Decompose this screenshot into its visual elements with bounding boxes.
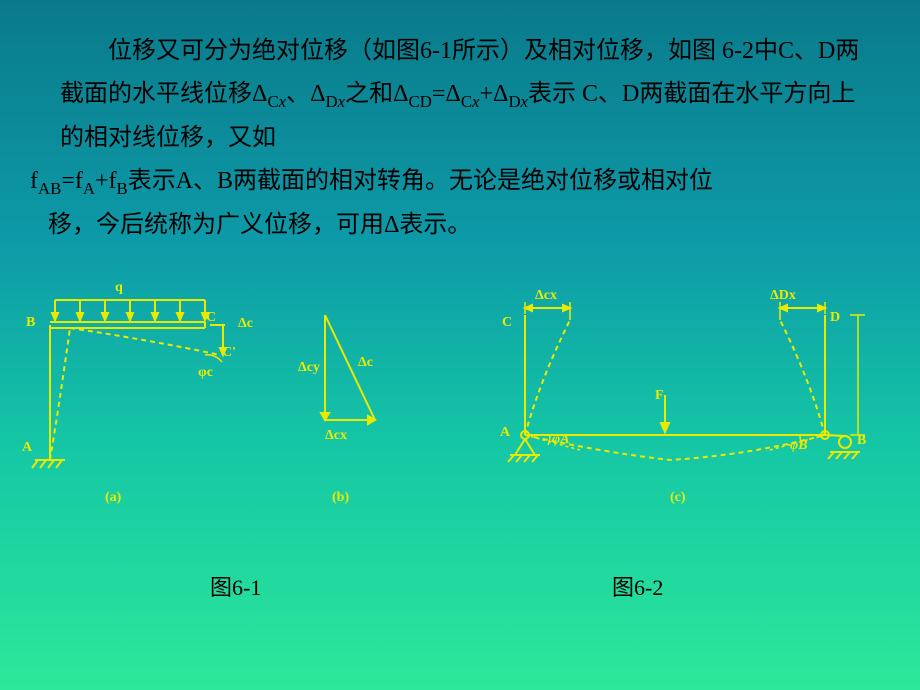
label-dc: Δc <box>238 316 253 332</box>
paragraph-2: fAB=fA+fB表示A、B两截面的相对转角。无论是绝对位移或相对位 移，今后统… <box>30 160 890 247</box>
label-D: D <box>830 310 840 326</box>
label-B2: B <box>857 433 866 449</box>
label-dc2: Δc <box>358 355 373 371</box>
label-q: q <box>115 280 123 296</box>
label-phiC: φc <box>198 365 213 381</box>
label-B: B <box>26 315 35 331</box>
label-F: F <box>655 388 664 404</box>
diagram-b <box>300 300 420 480</box>
label-phiA: φA <box>552 432 570 448</box>
caption-6-1: 图6-1 <box>210 570 261 602</box>
label-fig-b: (b) <box>332 490 349 506</box>
text: 位移又可分为绝对位移（如图6-1所示）及相对位移，如图 <box>108 38 716 64</box>
diagrams-area: q B C C' Δc φc A (a) Δcy Δc Δcx (b) <box>0 280 920 580</box>
caption-6-2: 图6-2 <box>612 570 663 602</box>
paragraph-1: 位移又可分为绝对位移（如图6-1所示）及相对位移，如图 6-2中C、D两截面的水… <box>30 30 890 160</box>
label-fig-c: (c) <box>670 490 686 506</box>
label-Cprime: C' <box>222 345 236 361</box>
label-dDx: ΔDx <box>770 288 796 304</box>
label-A: A <box>22 440 32 456</box>
body-text: 位移又可分为绝对位移（如图6-1所示）及相对位移，如图 6-2中C、D两截面的水… <box>0 0 920 248</box>
diagram-c <box>470 280 910 500</box>
label-dcx: Δcx <box>325 428 347 444</box>
label-C2: C <box>502 315 512 331</box>
label-phiB: φB <box>790 438 808 454</box>
label-dcx2: Δcx <box>535 288 557 304</box>
label-A2: A <box>500 425 510 441</box>
label-dcy: Δcy <box>298 360 320 376</box>
label-fig-a: (a) <box>105 490 121 506</box>
label-C: C <box>206 310 216 326</box>
